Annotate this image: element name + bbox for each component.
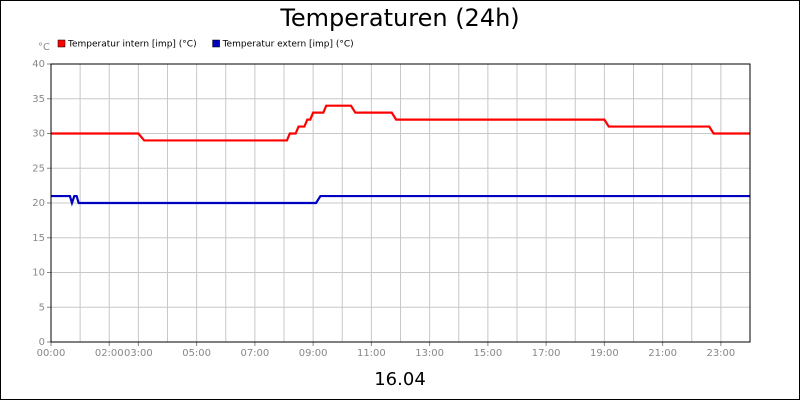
plot-border (50, 63, 751, 343)
ticks: 0 5 10 15 20 25 30 35 40 00:00 02:00 03:00 05:00 07:0… (32, 59, 735, 359)
x-tick-label: 23:00 (706, 348, 735, 359)
x-tick-label: 00:00 (37, 348, 66, 359)
lines (51, 104, 750, 207)
x-tick-label: 02:00 (95, 348, 124, 359)
y-tick-label: 15 (32, 233, 45, 244)
series-line (51, 104, 750, 142)
x-axis-label: 16.04 (374, 369, 426, 390)
y-tick-label: 30 (32, 129, 45, 140)
x-tick-label: 15:00 (473, 348, 502, 359)
x-tick-label: 07:00 (240, 348, 269, 359)
y-axis-label: °C (38, 42, 50, 53)
legend-label: Temperatur extern [imp] (°C) (222, 40, 354, 50)
x-tick-label: 11:00 (357, 348, 386, 359)
legend-swatch (212, 39, 220, 48)
legend: Temperatur intern [imp] (°C) Temperatur e… (57, 39, 354, 50)
x-tick-label: 17:00 (532, 348, 561, 359)
y-tick-label: 5 (39, 302, 45, 313)
y-tick-label: 0 (39, 337, 45, 348)
y-tick-label: 10 (32, 268, 45, 279)
y-tick-label: 40 (32, 59, 45, 70)
y-tick-label: 20 (32, 198, 45, 209)
x-tick-label: 09:00 (299, 348, 328, 359)
x-tick-label: 03:00 (124, 348, 153, 359)
x-tick-label: 13:00 (415, 348, 444, 359)
x-tick-label: 19:00 (590, 348, 619, 359)
series-line (51, 194, 750, 207)
y-tick-label: 35 (32, 94, 45, 105)
legend-swatch (57, 39, 66, 48)
legend-label: Temperatur intern [imp] (°C) (67, 40, 197, 50)
y-tick-label: 25 (32, 163, 45, 174)
x-tick-label: 21:00 (648, 348, 677, 359)
x-tick-label: 05:00 (182, 348, 211, 359)
chart-title: Temperaturen (24h) (279, 4, 519, 32)
